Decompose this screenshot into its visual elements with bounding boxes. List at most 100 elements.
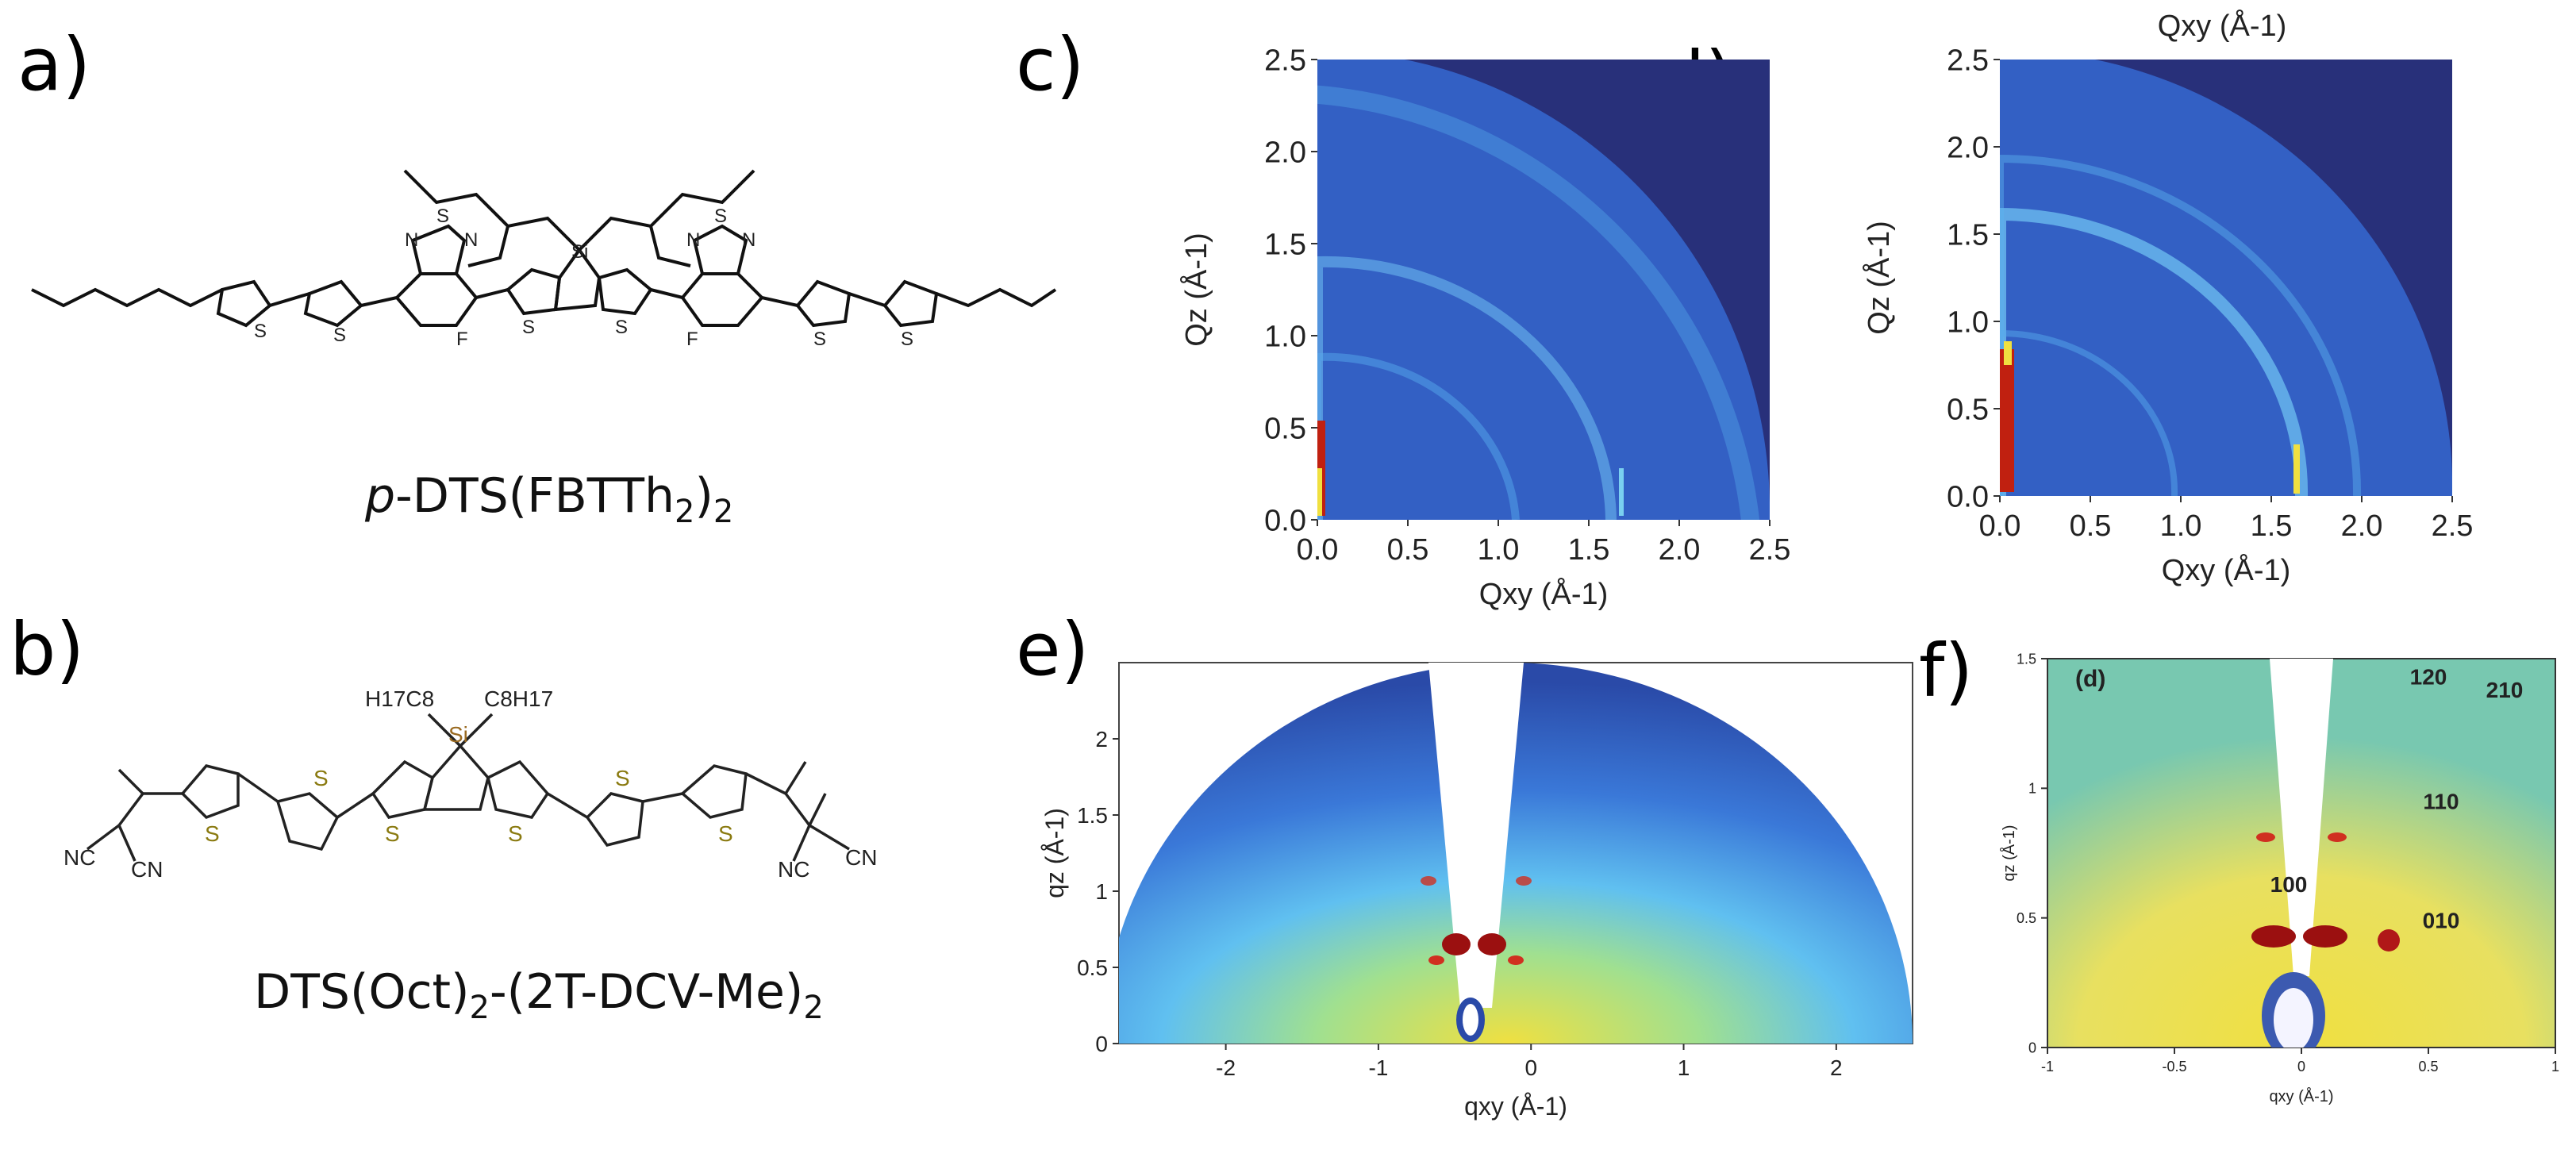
atom-label: F xyxy=(456,329,468,350)
x-tick-label: 2.5 xyxy=(2432,509,2474,543)
x-tick-label: 1.5 xyxy=(1568,533,1610,567)
y-tick-label: 1 xyxy=(1095,879,1108,904)
y-tick-label: 0.5 xyxy=(1264,412,1306,445)
x-tick-label: 0 xyxy=(1524,1055,1537,1080)
atom-label: N xyxy=(742,229,755,251)
y-tick-label: 2 xyxy=(1095,727,1108,752)
y-tick-label: 0.5 xyxy=(1947,393,1989,426)
diffraction-ring xyxy=(1317,352,1520,520)
x-tick-label: 0.5 xyxy=(2070,509,2112,543)
peak-annotation: 210 xyxy=(2486,678,2524,702)
y-tick-label: 2.5 xyxy=(1264,44,1306,77)
x-axis-label: qxy (Å-1) xyxy=(2269,1087,2333,1105)
atom-label: S xyxy=(901,329,913,350)
peak-annotation: 010 xyxy=(2423,909,2460,933)
atom-label: S xyxy=(254,321,267,342)
x-axis-label: qxy (Å-1) xyxy=(1464,1092,1567,1121)
atom-label: H17C8 xyxy=(365,686,434,711)
y-tick-label: 0.5 xyxy=(1077,955,1108,980)
y-tick-label: 0.0 xyxy=(1264,504,1306,537)
diffraction-ring xyxy=(1317,85,1759,520)
hot-spot xyxy=(1428,955,1444,965)
y-tick-label: 2.0 xyxy=(1264,136,1306,169)
x-tick-label: 1.5 xyxy=(2251,509,2293,543)
y-tick-label: 0 xyxy=(1095,1032,1108,1056)
x-axis-d: 0.0 0.5 1.0 1.5 2.0 2.5 Qxy (Å-1) xyxy=(1979,496,2474,587)
x-tick-label: 1.0 xyxy=(1478,533,1520,567)
beamstop-shadow xyxy=(2270,659,2333,976)
molecule-b-name: DTS(Oct)2-(2T-DCV-Me)2 xyxy=(254,964,824,1026)
y-tick-label: 0 xyxy=(2028,1040,2036,1055)
hot-spot xyxy=(2251,925,2296,948)
x-tick-label: 2 xyxy=(1830,1055,1843,1080)
hot-spot xyxy=(1516,876,1532,886)
giwaxs-chart-d: Qxy (Å-1) 0.0 0.5 1.0 1.5 2.0 2.5 Qz (Å-1) 0.0… xyxy=(1861,8,2474,587)
peak-annotation: 110 xyxy=(2423,789,2459,813)
scattering-wedge xyxy=(1317,60,1770,520)
y-tick-label: 2.0 xyxy=(1947,131,1989,164)
x-tick-label: -1 xyxy=(2041,1059,2054,1075)
hot-spot xyxy=(2303,925,2347,948)
atom-label: N xyxy=(405,229,418,251)
y-axis-f: 0 0.5 1 1.5 qz (Å-1) xyxy=(2000,651,2047,1055)
y-axis-label: qz (Å-1) xyxy=(1040,808,1069,898)
x-tick-label: 1.0 xyxy=(2160,509,2202,543)
molecule-a-name: p-DTS(FBTTh2)2 xyxy=(365,468,734,530)
atom-label: S xyxy=(508,821,523,846)
atom-label: S xyxy=(205,821,220,846)
atom-label: CN xyxy=(845,845,877,870)
hot-spot xyxy=(2378,929,2400,951)
y-axis-label: Qz (Å-1) xyxy=(1861,221,1896,335)
y-axis-label: Qz (Å-1) xyxy=(1178,233,1213,347)
atom-label: S xyxy=(615,317,628,338)
atom-label: S xyxy=(522,317,535,338)
y-axis-label: qz (Å-1) xyxy=(2000,825,2018,881)
atom-label: C8H17 xyxy=(484,686,553,711)
x-tick-label: 1 xyxy=(2551,1059,2559,1075)
y-tick-label: 1 xyxy=(2028,781,2036,797)
y-axis-e: 0 0.5 1 1.5 2 qz (Å-1) xyxy=(1040,727,1119,1056)
hot-spot xyxy=(1421,876,1436,886)
diffraction-ring xyxy=(1317,256,1617,520)
hot-spot xyxy=(1442,933,1471,955)
beamstop-shadow xyxy=(1428,663,1524,1008)
x-axis-label: Qxy (Å-1) xyxy=(1479,576,1609,611)
y-tick-label: 2.5 xyxy=(1947,44,1989,77)
hot-spot xyxy=(1508,955,1524,965)
atom-label: S xyxy=(714,206,727,227)
atom-label: N xyxy=(464,229,478,251)
x-tick-label: 2.0 xyxy=(1659,533,1701,567)
x-axis-label: Qxy (Å-1) xyxy=(2162,552,2291,587)
atom-label: NC xyxy=(778,857,809,882)
diffraction-ring xyxy=(2000,207,2309,496)
atom-label: S xyxy=(385,821,400,846)
atom-label: S xyxy=(313,766,329,790)
peak-annotation: 100 xyxy=(2270,872,2308,897)
x-tick-label: 0.0 xyxy=(1979,509,2021,543)
y-tick-label: 1.5 xyxy=(1947,218,1989,252)
x-tick-label: 0.5 xyxy=(1387,533,1429,567)
y-tick-label: 0.0 xyxy=(1947,480,1989,513)
x-tick-label: -1 xyxy=(1368,1055,1388,1080)
annotations-f: 100 010 110 120 210 xyxy=(2270,665,2524,933)
x-tick-label: 1 xyxy=(1678,1055,1690,1080)
hot-spot xyxy=(2293,444,2300,494)
atom-label: S xyxy=(436,206,449,227)
hot-spot xyxy=(1478,933,1506,955)
molecule-a-structure: S S S N N F Si S S S N N F S S xyxy=(31,169,1057,350)
panel-a-letter: a) xyxy=(17,22,91,107)
x-axis-e: -2 -1 0 1 2 qxy (Å-1) xyxy=(1216,1044,1843,1121)
molecule-b-structure: NC CN S S S Si S S S NC CN H17C8 C8H17 xyxy=(63,686,877,882)
beam-center xyxy=(1463,1004,1478,1036)
scattering-halfdisk xyxy=(1119,663,1913,1044)
top-axis-label: Qxy (Å-1) xyxy=(2158,8,2287,43)
y-tick-label: 1.5 xyxy=(1264,228,1306,261)
x-tick-label: -0.5 xyxy=(2162,1059,2186,1075)
atom-label: Si xyxy=(571,241,588,263)
peak-annotation: 120 xyxy=(2410,665,2447,690)
y-tick-label: 1.5 xyxy=(2017,651,2036,667)
x-tick-label: -2 xyxy=(1216,1055,1236,1080)
x-tick-label: 0.5 xyxy=(2418,1059,2438,1075)
hot-spot xyxy=(2000,349,2014,492)
